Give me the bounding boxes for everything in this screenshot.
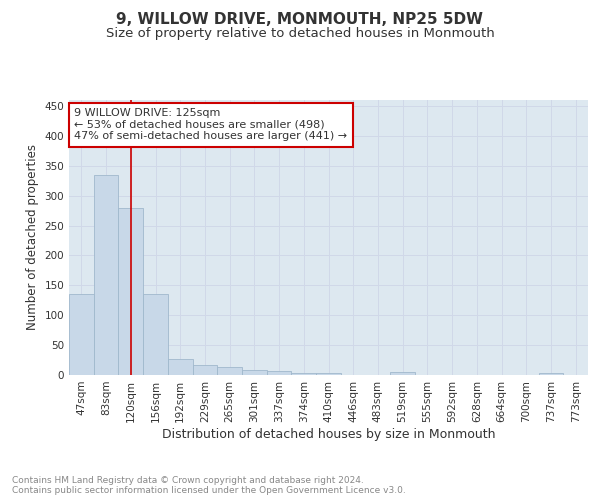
Bar: [69, 294, 94, 375]
Text: 9, WILLOW DRIVE, MONMOUTH, NP25 5DW: 9, WILLOW DRIVE, MONMOUTH, NP25 5DW: [116, 12, 484, 28]
Text: Contains HM Land Registry data © Crown copyright and database right 2024.
Contai: Contains HM Land Registry data © Crown c…: [12, 476, 406, 495]
Bar: [193, 365, 217, 375]
Bar: [94, 174, 118, 375]
Bar: [143, 294, 168, 375]
Bar: [539, 372, 563, 375]
Bar: [267, 372, 292, 375]
Y-axis label: Number of detached properties: Number of detached properties: [26, 144, 39, 330]
Text: 9 WILLOW DRIVE: 125sqm
← 53% of detached houses are smaller (498)
47% of semi-de: 9 WILLOW DRIVE: 125sqm ← 53% of detached…: [74, 108, 347, 142]
Bar: [168, 359, 193, 375]
Bar: [390, 372, 415, 375]
X-axis label: Distribution of detached houses by size in Monmouth: Distribution of detached houses by size …: [162, 428, 495, 440]
Bar: [242, 370, 267, 375]
Text: Size of property relative to detached houses in Monmouth: Size of property relative to detached ho…: [106, 28, 494, 40]
Bar: [316, 373, 341, 375]
Bar: [217, 367, 242, 375]
Bar: [118, 208, 143, 375]
Bar: [292, 372, 316, 375]
